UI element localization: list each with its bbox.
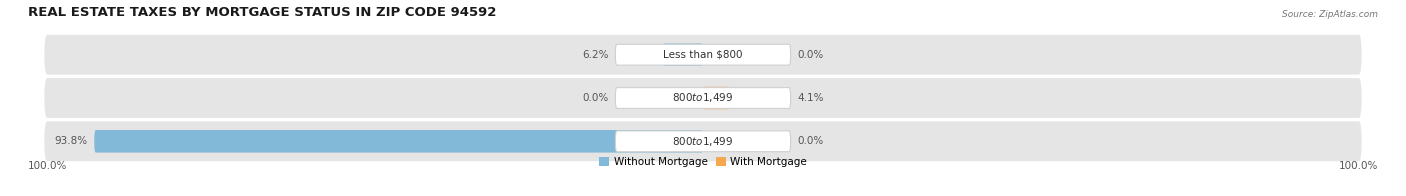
Text: 6.2%: 6.2% (582, 50, 609, 60)
Text: 0.0%: 0.0% (582, 93, 609, 103)
Text: Less than $800: Less than $800 (664, 50, 742, 60)
Text: 0.0%: 0.0% (797, 136, 824, 146)
Text: 100.0%: 100.0% (28, 161, 67, 171)
Text: Source: ZipAtlas.com: Source: ZipAtlas.com (1282, 10, 1378, 19)
FancyBboxPatch shape (45, 35, 1361, 75)
Text: $800 to $1,499: $800 to $1,499 (672, 92, 734, 104)
FancyBboxPatch shape (703, 87, 730, 109)
Legend: Without Mortgage, With Mortgage: Without Mortgage, With Mortgage (599, 157, 807, 167)
Text: 0.0%: 0.0% (797, 50, 824, 60)
FancyBboxPatch shape (45, 78, 1361, 118)
Text: REAL ESTATE TAXES BY MORTGAGE STATUS IN ZIP CODE 94592: REAL ESTATE TAXES BY MORTGAGE STATUS IN … (28, 6, 496, 19)
Text: 93.8%: 93.8% (55, 136, 87, 146)
FancyBboxPatch shape (94, 130, 703, 152)
FancyBboxPatch shape (616, 131, 790, 152)
FancyBboxPatch shape (616, 44, 790, 65)
FancyBboxPatch shape (662, 44, 703, 66)
Text: 4.1%: 4.1% (797, 93, 824, 103)
FancyBboxPatch shape (45, 121, 1361, 161)
Text: 100.0%: 100.0% (1339, 161, 1378, 171)
Text: $800 to $1,499: $800 to $1,499 (672, 135, 734, 148)
FancyBboxPatch shape (616, 88, 790, 108)
